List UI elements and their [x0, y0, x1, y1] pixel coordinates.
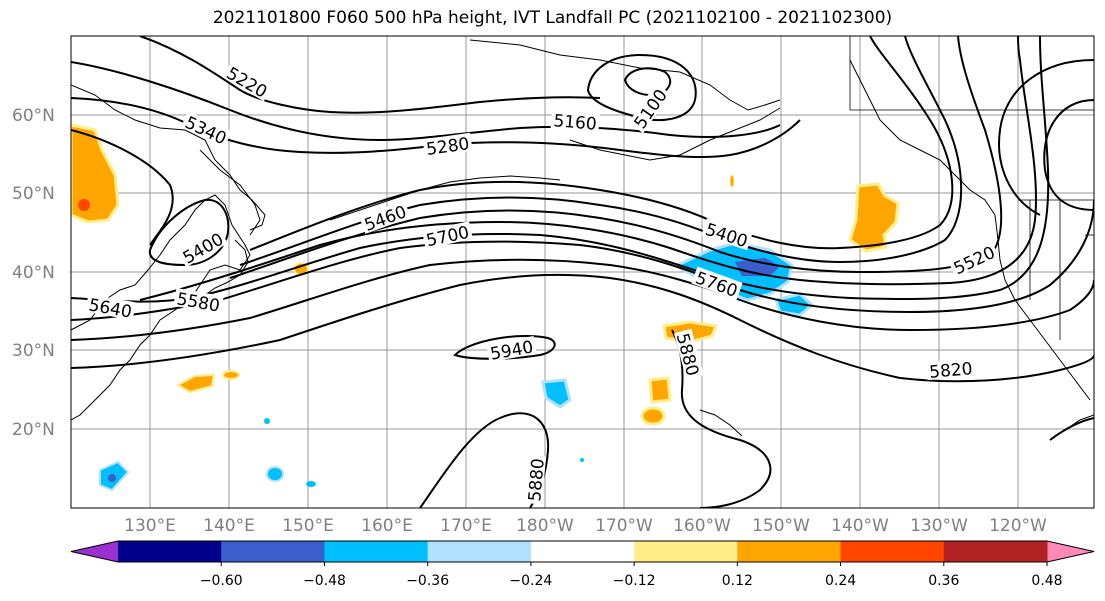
lon-label-140w: 140°W	[831, 516, 889, 536]
coast-kamchatka	[199, 149, 261, 236]
lat-label-60: 60°N	[12, 106, 55, 126]
colorbar-segment	[634, 541, 738, 562]
lat-label-20: 20°N	[12, 420, 55, 440]
coast-hawaii	[699, 409, 743, 437]
contour-5760	[71, 258, 1094, 341]
colorbar-tick-label: −0.12	[613, 573, 656, 589]
lon-label-150w: 150°W	[752, 516, 810, 536]
colorbar-tick-label: 0.48	[1031, 573, 1062, 589]
ivt-positive-west	[71, 123, 120, 224]
figure-title: 2021101800 F060 500 hPa height, IVT Land…	[212, 8, 893, 28]
ivt-positive-south-1	[175, 373, 216, 394]
colorbar-tick-label: 0.24	[825, 573, 856, 589]
lat-label-30: 30°N	[12, 341, 55, 361]
map-frame	[70, 35, 1095, 509]
lon-label-170e: 170°E	[440, 516, 492, 536]
contour-5400-loop	[148, 198, 230, 267]
colorbar-tick-label: 0.36	[928, 573, 959, 589]
colorbar-segment	[943, 541, 1048, 562]
contour-5160-loop	[586, 53, 697, 121]
coast-asia-north	[71, 84, 266, 231]
latitude-labels: 60°N 50°N 40°N 30°N 20°N	[12, 106, 55, 440]
colorbar-tick-label: −0.60	[200, 573, 243, 589]
lon-label-150e: 150°E	[282, 516, 334, 536]
ivt-negative-south-4	[306, 481, 316, 487]
coast-alaska-south	[569, 107, 781, 161]
colorbar-extend-low	[71, 541, 118, 562]
colorbar-extend-high	[1047, 541, 1094, 562]
contour-east-loop-2	[998, 59, 1094, 216]
lon-label-140e: 140°E	[203, 516, 255, 536]
coastlines	[71, 39, 1094, 441]
contour-5100-loop	[623, 67, 672, 97]
lat-label-40: 40°N	[12, 263, 55, 283]
ivt-positive-small	[729, 174, 735, 188]
colorbar-segment	[737, 541, 842, 562]
coast-us-west	[994, 214, 1091, 401]
ivt-shading	[71, 123, 900, 492]
colorbar-ticks: −0.60 −0.48 −0.36 −0.24 −0.12 0.12 0.24 0.36 0.4…	[200, 562, 1063, 589]
ivt-positive-west-core	[78, 199, 90, 211]
lon-label-160e: 160°E	[361, 516, 413, 536]
lon-label-170w: 170°W	[595, 516, 653, 536]
contour-5880b	[671, 329, 772, 508]
contour-5820	[71, 273, 1094, 383]
lon-label-130w: 130°W	[910, 516, 968, 536]
ivt-negative-south-5	[580, 458, 584, 462]
longitude-labels: 130°E 140°E 150°E 160°E 170°E 180°W 170°…	[124, 516, 1047, 536]
colorbar-tick-label: −0.24	[509, 573, 552, 589]
ivt-negative-center-2	[774, 292, 815, 317]
colorbar-segment	[221, 541, 325, 562]
contour-5280	[71, 61, 781, 142]
contour-label-5820: 5820	[928, 359, 973, 383]
lon-label-180w: 180°W	[516, 516, 574, 536]
colorbar-tick-label: −0.36	[406, 573, 449, 589]
colorbar-segment	[118, 541, 222, 562]
ivt-negative-south-1	[541, 378, 572, 409]
contour-east-loop	[1043, 99, 1094, 211]
ivt-positive-central-3	[640, 406, 666, 426]
colorbar-segment	[324, 541, 429, 562]
colorbar-segment	[530, 541, 635, 562]
contour-5580	[139, 36, 1037, 301]
colorbar	[70, 540, 1095, 563]
ivt-negative-south-3	[264, 418, 270, 424]
lon-label-130e: 130°E	[124, 516, 176, 536]
contour-5220	[139, 36, 601, 114]
ivt-positive-east	[848, 182, 900, 253]
lon-label-120w: 120°W	[989, 516, 1047, 536]
coast-aleutians	[329, 175, 561, 221]
colorbar-segment	[427, 541, 532, 562]
coast-bc	[849, 59, 996, 216]
coast-alaska	[469, 39, 781, 111]
contour-5700	[71, 199, 1094, 321]
ivt-positive-south-2	[222, 370, 240, 380]
ivt-negative-south-2	[266, 466, 284, 482]
ivt-negative-sw-core	[108, 474, 116, 482]
contour-label-5880a: 5880	[525, 457, 549, 502]
lon-label-160w: 160°W	[673, 516, 731, 536]
contour-label-5160: 5160	[553, 111, 598, 135]
contour-5520	[229, 36, 1003, 279]
ivt-positive-central-2	[648, 376, 672, 404]
lat-label-50: 50°N	[12, 184, 55, 204]
borders	[849, 36, 1094, 340]
colorbar-tick-label: −0.48	[303, 573, 346, 589]
colorbar-tick-label: 0.12	[722, 573, 753, 589]
colorbar-segment	[840, 541, 945, 562]
contour-south-east	[1049, 417, 1094, 441]
colorbar-outline	[70, 540, 1095, 563]
